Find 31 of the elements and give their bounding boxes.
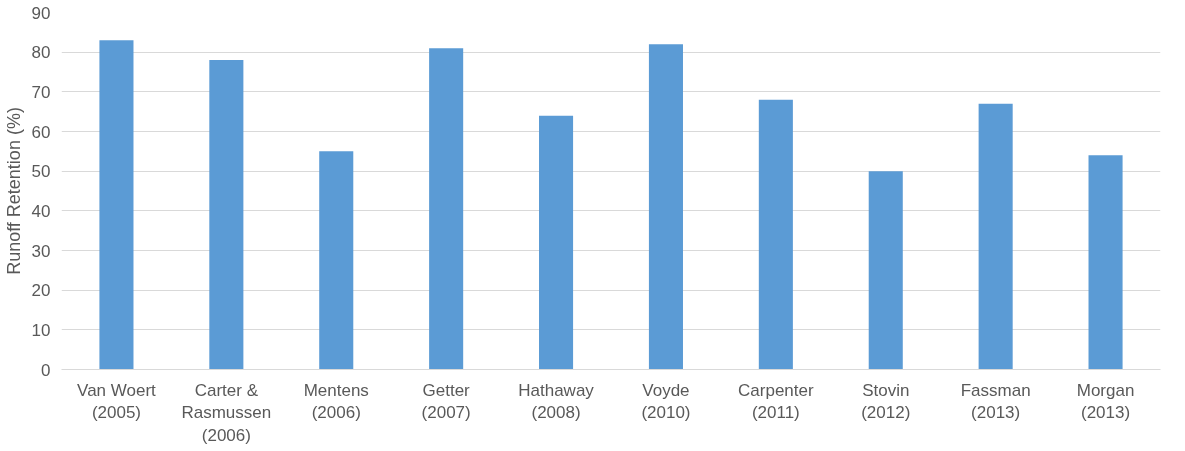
x-tick-label: Carter & Rasmussen (2006) xyxy=(181,380,272,446)
x-tick-label: Voyde (2010) xyxy=(641,380,691,423)
x-tick-label: Fassman (2013) xyxy=(960,380,1031,423)
y-tick-label: 30 xyxy=(31,241,51,261)
bar xyxy=(429,48,464,370)
x-tick-label: Carpenter (2011) xyxy=(738,380,814,423)
x-tick-label: Van Woert (2005) xyxy=(77,380,157,423)
y-tick-label: 10 xyxy=(31,320,51,340)
x-tick-label: Morgan (2013) xyxy=(1076,380,1135,423)
y-tick-label: 90 xyxy=(31,3,51,23)
bar xyxy=(978,103,1013,370)
bar xyxy=(1088,155,1123,370)
bar xyxy=(319,151,354,370)
y-tick-label: 80 xyxy=(31,43,51,63)
y-tick-label: 70 xyxy=(31,82,51,102)
bar xyxy=(209,60,244,370)
x-tick-label: Mentens (2006) xyxy=(303,380,369,423)
bar xyxy=(648,44,683,370)
x-tick-label: Getter (2007) xyxy=(421,380,471,423)
y-tick-label: 50 xyxy=(31,162,51,182)
bar xyxy=(99,40,134,370)
bar xyxy=(868,171,903,370)
y-tick-label: 60 xyxy=(31,122,51,142)
x-tick-label: Stovin (2012) xyxy=(861,380,911,423)
bar xyxy=(758,99,793,370)
x-tick-label: Hathaway (2008) xyxy=(518,380,595,423)
bar xyxy=(539,115,574,370)
y-axis-title: Runoff Retention (%) xyxy=(3,107,24,275)
y-tick-label: 20 xyxy=(31,281,51,301)
y-tick-label: 0 xyxy=(41,360,51,380)
y-tick-label: 40 xyxy=(31,201,51,221)
